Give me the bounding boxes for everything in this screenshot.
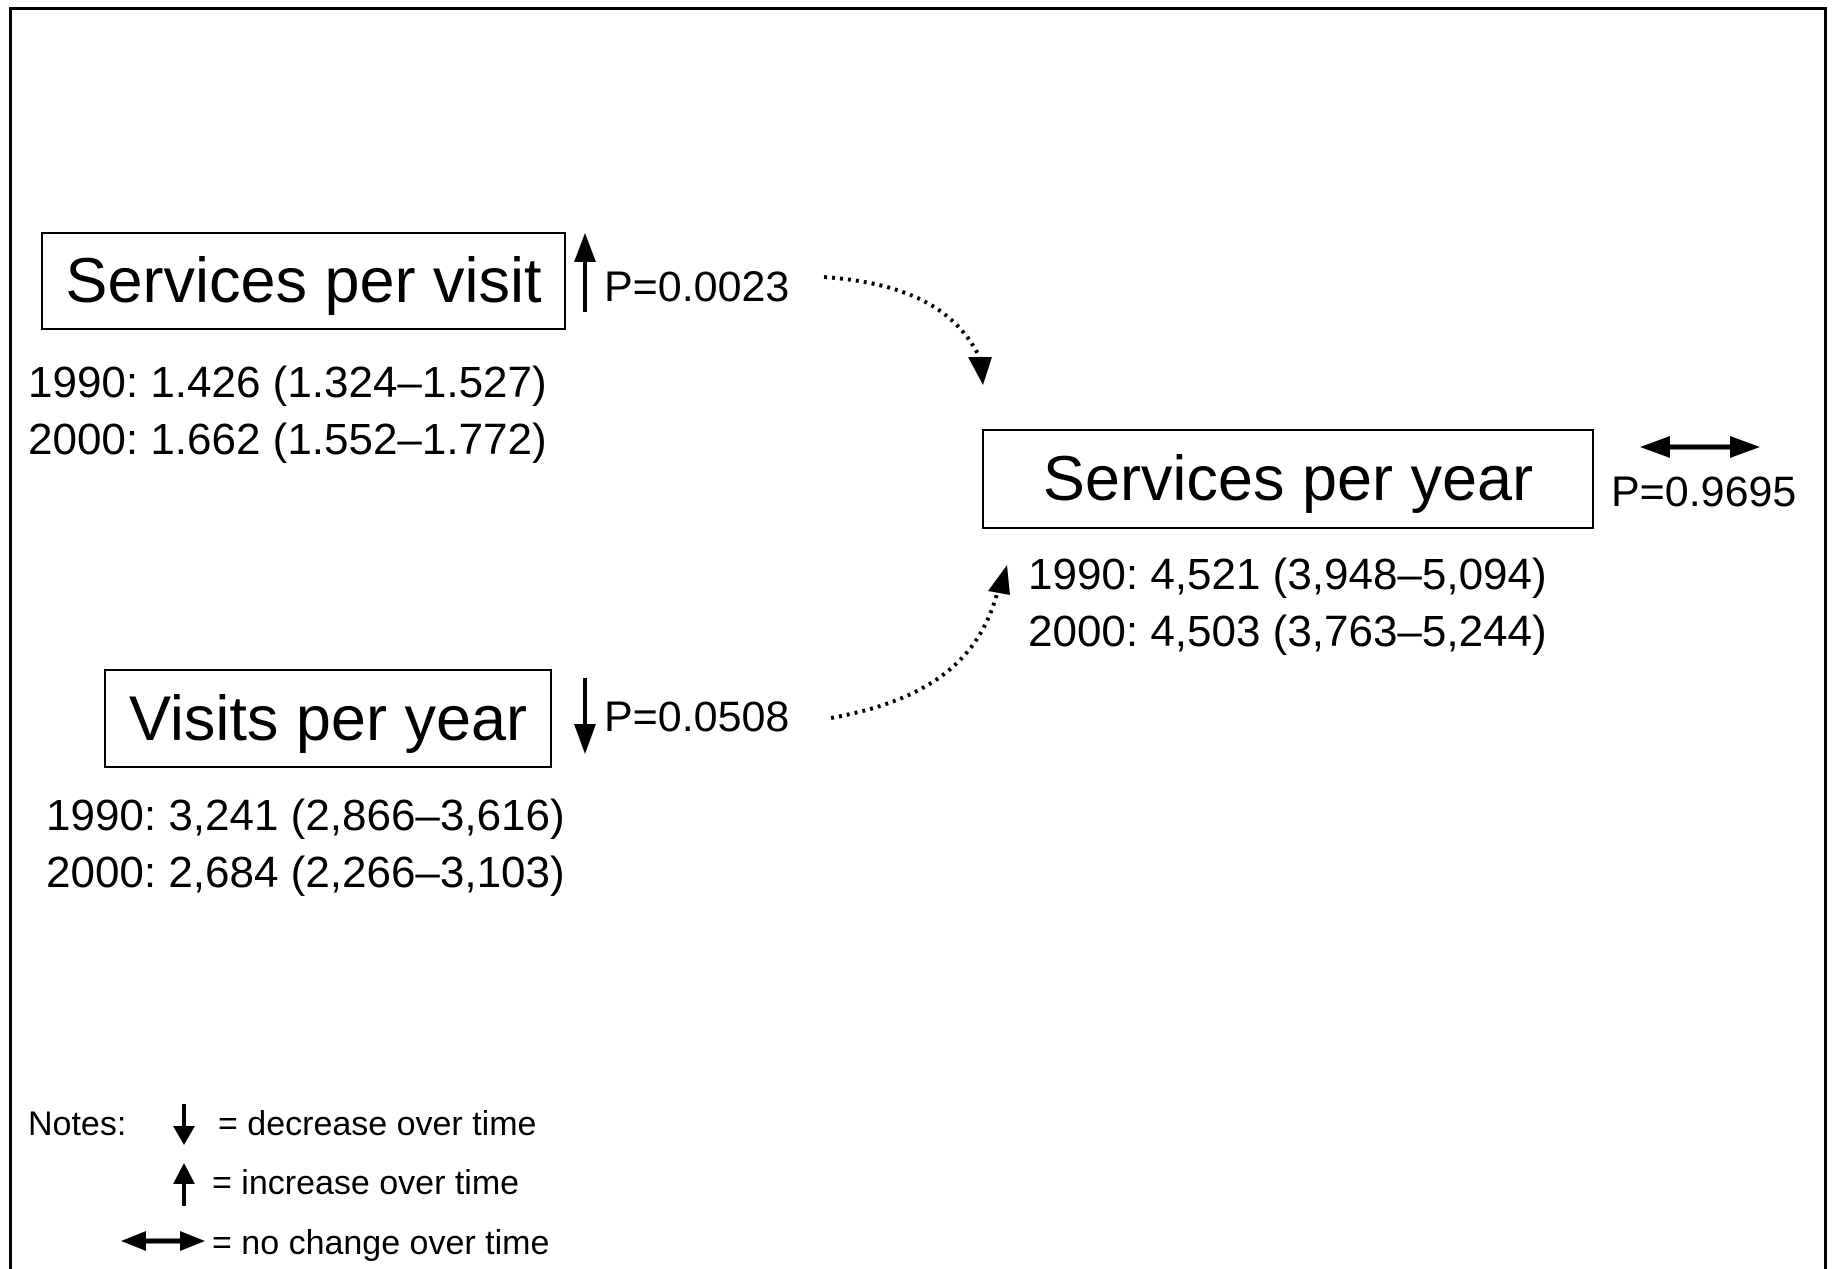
legend-double-arrow-icon [121, 1231, 205, 1251]
services-per-year-value-2000: 2000: 4,503 (3,763–5,244) [1028, 607, 1547, 656]
visits-per-year-value-2000: 2000: 2,684 (2,266–3,103) [46, 848, 565, 897]
legend-up-arrow-icon [173, 1163, 195, 1206]
services-per-visit-box: Services per visit [41, 232, 566, 330]
notes-item-no-change: = no change over time [212, 1224, 550, 1262]
services-per-visit-p-value: P=0.0023 [604, 263, 790, 311]
diagram-frame [9, 7, 1827, 1269]
visits-per-year-box: Visits per year [104, 669, 552, 768]
notes-item-increase: = increase over time [212, 1164, 520, 1202]
notes-heading: Notes: [28, 1105, 127, 1143]
visits-per-year-label: Visits per year [129, 683, 527, 754]
up-arrow-icon [574, 233, 596, 312]
services-per-year-box: Services per year [982, 429, 1594, 529]
services-per-visit-label: Services per visit [65, 246, 542, 316]
services-per-year-label: Services per year [1042, 444, 1534, 514]
double-arrow-icon [1640, 436, 1760, 458]
services-per-visit-value-2000: 2000: 1.662 (1.552–1.772) [28, 415, 547, 464]
connector-visits-per-year-to-services-per-year [830, 565, 1010, 720]
down-arrow-icon [574, 678, 596, 754]
services-per-year-value-1990: 1990: 4,521 (3,948–5,094) [1028, 550, 1547, 599]
services-per-visit-value-1990: 1990: 1.426 (1.324–1.527) [28, 358, 547, 407]
legend-down-arrow-icon [173, 1104, 195, 1145]
visits-per-year-value-1990: 1990: 3,241 (2,866–3,616) [46, 791, 565, 840]
notes-item-decrease: = decrease over time [218, 1105, 537, 1143]
connector-services-per-visit-to-services-per-year [823, 275, 992, 385]
services-per-year-p-value: P=0.9695 [1611, 468, 1797, 516]
visits-per-year-p-value: P=0.0508 [604, 693, 790, 741]
